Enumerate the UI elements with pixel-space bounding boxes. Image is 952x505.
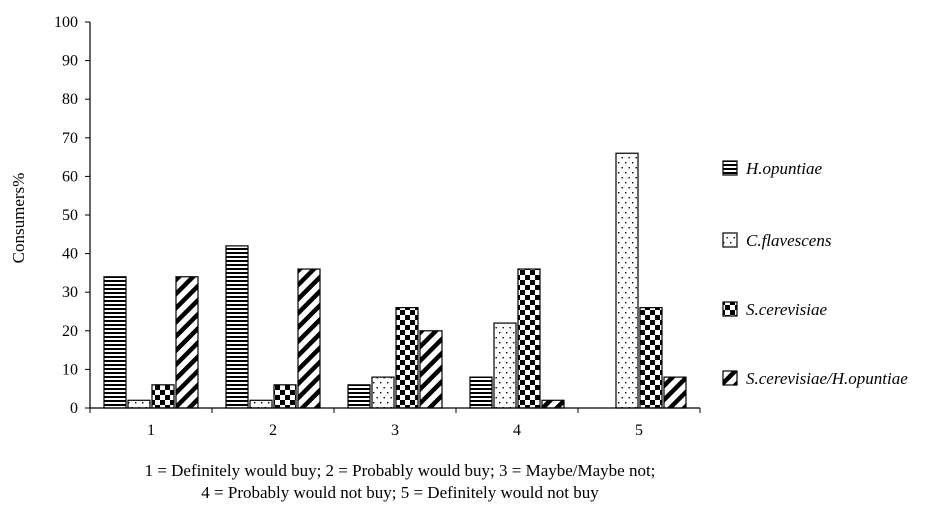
- bars: [103, 152, 687, 409]
- bar-s-cerevisiae-h-opuntiae-5: [663, 376, 687, 409]
- bar-s-cerevisiae-h-opuntiae-2: [297, 268, 321, 409]
- y-tick-label: 90: [62, 53, 78, 70]
- x-axis-ticks: 1 2 3 4 5: [89, 408, 701, 439]
- caption-line-1: 1 = Definitely would buy; 2 = Probably w…: [144, 461, 656, 480]
- y-tick-label: 20: [62, 323, 78, 340]
- bar-h-opuntiae-1: [103, 276, 127, 409]
- y-tick-label: 80: [62, 91, 78, 108]
- bar-c-flavescens-3: [371, 376, 395, 409]
- bar-s-cerevisiae-1: [151, 384, 175, 409]
- y-tick-label: 10: [62, 361, 78, 378]
- x-tick-label: 5: [635, 422, 643, 439]
- bar-s-cerevisiae-3: [395, 307, 419, 409]
- bar-c-flavescens-4: [493, 322, 517, 409]
- x-tick-label: 3: [391, 422, 399, 439]
- y-axis-title: Consumers%: [9, 173, 28, 264]
- bar-s-cerevisiae-5: [639, 307, 663, 409]
- y-tick-label: 100: [54, 14, 78, 31]
- legend-label: H.opuntiae: [745, 159, 822, 178]
- bar-h-opuntiae-2: [225, 245, 249, 409]
- x-tick-label: 4: [513, 422, 521, 439]
- bar-c-flavescens-5: [615, 152, 639, 409]
- bar-c-flavescens-1: [127, 399, 151, 409]
- legend-swatch-c-flavescens: [722, 232, 738, 248]
- y-tick-label: 0: [70, 400, 78, 417]
- bar-s-cerevisiae-h-opuntiae-4: [541, 399, 565, 409]
- caption-line-2: 4 = Probably would not buy; 5 = Definite…: [201, 483, 599, 502]
- legend-label: S.cerevisiae: [746, 300, 827, 319]
- legend-swatch-s-cerevisiae-h-opuntiae: [722, 370, 738, 386]
- y-tick-label: 60: [62, 168, 78, 185]
- bar-s-cerevisiae-h-opuntiae-3: [419, 330, 443, 409]
- x-tick-label: 2: [269, 422, 277, 439]
- legend-swatch-s-cerevisiae: [722, 301, 738, 317]
- bar-s-cerevisiae-4: [517, 268, 541, 409]
- y-tick-label: 70: [62, 130, 78, 147]
- y-tick-label: 40: [62, 246, 78, 263]
- x-tick-label: 1: [147, 422, 155, 439]
- y-tick-label: 50: [62, 207, 78, 224]
- bar-c-flavescens-2: [249, 399, 273, 409]
- legend-swatch-h-opuntiae: [722, 160, 738, 176]
- bar-h-opuntiae-3: [347, 384, 371, 409]
- legend: H.opuntiae C.flavescens S.cerevisiae S.cere…: [722, 159, 908, 388]
- y-tick-label: 30: [62, 284, 78, 301]
- bar-s-cerevisiae-h-opuntiae-1: [175, 276, 199, 409]
- y-axis-title-group: Consumers%: [9, 173, 28, 264]
- y-axis-ticks: 0 10 20 30 40 50 60 70 80 90 100: [54, 14, 90, 417]
- legend-label: S.cerevisiae/H.opuntiae: [746, 369, 908, 388]
- bar-h-opuntiae-4: [469, 376, 493, 409]
- legend-label: C.flavescens: [746, 231, 832, 250]
- bar-s-cerevisiae-2: [273, 384, 297, 409]
